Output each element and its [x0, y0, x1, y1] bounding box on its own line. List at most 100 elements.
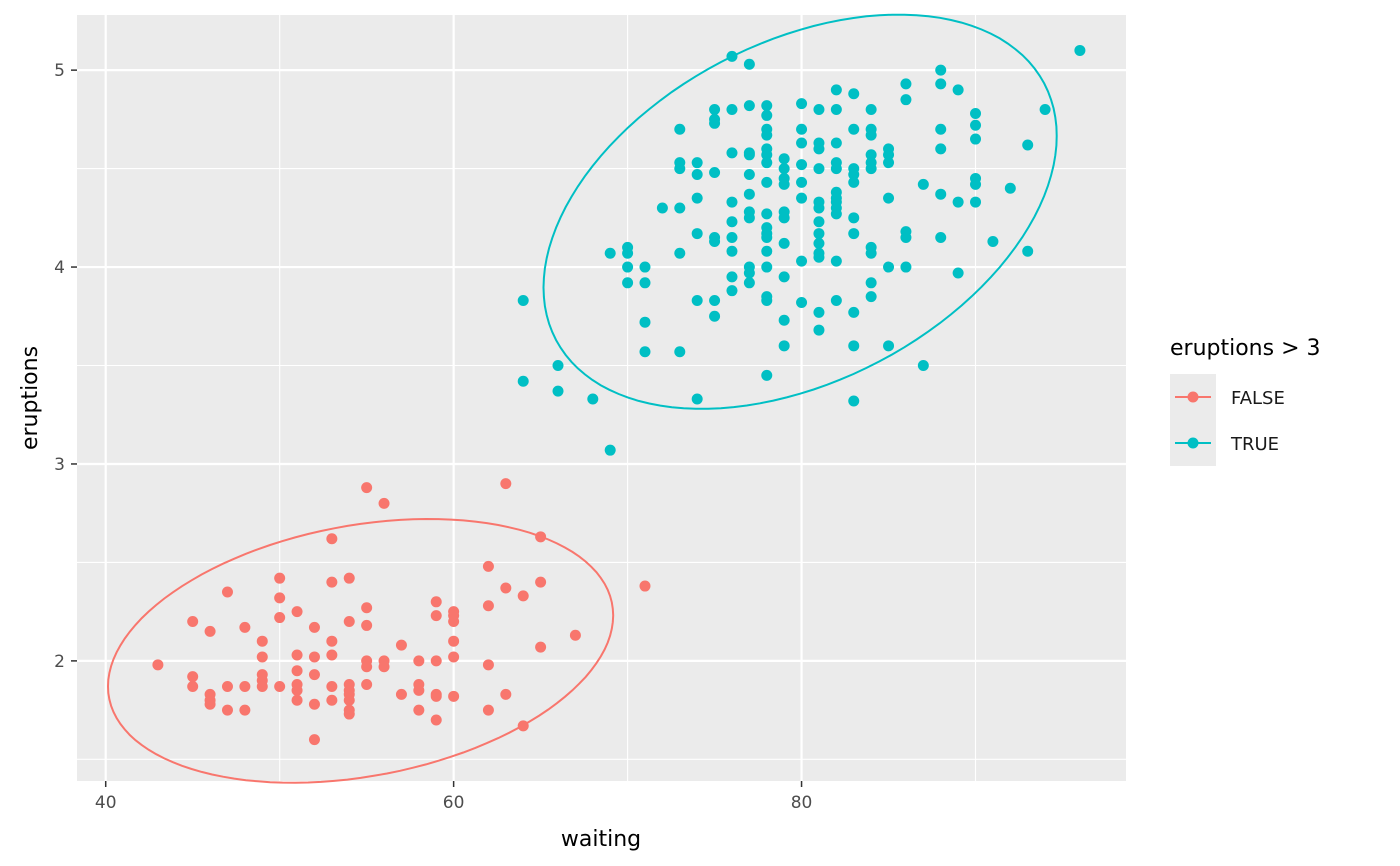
point-true — [743, 58, 755, 70]
point-true — [674, 346, 686, 358]
point-false — [500, 478, 512, 490]
ellipse-true — [542, 13, 1058, 410]
point-true — [761, 208, 773, 220]
point-true — [900, 232, 912, 244]
point-true — [709, 104, 721, 116]
point-true — [935, 188, 947, 200]
point-false — [482, 600, 494, 612]
point-true — [761, 369, 773, 381]
point-true — [848, 123, 860, 135]
point-false — [430, 690, 442, 702]
point-true — [726, 216, 738, 228]
point-true — [1022, 245, 1034, 257]
point-false — [535, 576, 547, 588]
point-true — [813, 163, 825, 175]
point-true — [883, 149, 895, 161]
point-true — [900, 94, 912, 106]
point-true — [761, 232, 773, 244]
legend-label-false: FALSE — [1231, 388, 1285, 409]
point-true — [709, 295, 721, 307]
point-false — [326, 635, 338, 647]
point-false — [274, 572, 286, 584]
point-false — [204, 625, 216, 637]
legend: eruptions > 3 FALSE TRUE — [1170, 336, 1321, 466]
point-true — [1074, 44, 1086, 56]
data-points — [152, 44, 1086, 746]
point-false — [430, 655, 442, 667]
point-false — [308, 651, 320, 663]
point-true — [935, 64, 947, 76]
point-true — [796, 192, 808, 204]
point-false — [187, 671, 199, 683]
point-true — [709, 167, 721, 179]
point-true — [726, 50, 738, 62]
point-true — [796, 98, 808, 110]
point-false — [448, 651, 460, 663]
point-true — [622, 247, 634, 259]
x-tick-label: 40 — [95, 793, 117, 813]
point-true — [848, 340, 860, 352]
point-false — [361, 679, 373, 691]
point-false — [395, 639, 407, 651]
point-false — [274, 592, 286, 604]
point-true — [813, 237, 825, 249]
point-true — [674, 247, 686, 259]
point-true — [622, 261, 634, 273]
point-true — [691, 228, 703, 240]
point-false — [326, 680, 338, 692]
point-true — [865, 291, 877, 303]
point-true — [517, 295, 529, 307]
point-false — [361, 619, 373, 631]
point-false — [308, 698, 320, 710]
point-true — [813, 143, 825, 155]
point-true — [778, 340, 790, 352]
y-tick-label: 5 — [54, 61, 65, 81]
point-false — [308, 669, 320, 681]
point-true — [830, 255, 842, 267]
point-false — [256, 635, 268, 647]
point-true — [865, 129, 877, 141]
point-false — [221, 704, 233, 716]
point-true — [830, 104, 842, 116]
point-true — [726, 285, 738, 297]
point-true — [778, 163, 790, 175]
point-true — [935, 143, 947, 155]
point-true — [709, 117, 721, 129]
confidence-ellipses — [106, 13, 1058, 784]
x-tick-label: 80 — [791, 793, 813, 813]
point-true — [917, 178, 929, 190]
point-false — [221, 586, 233, 598]
point-true — [691, 169, 703, 181]
point-true — [726, 245, 738, 257]
point-false — [291, 649, 303, 661]
point-true — [743, 277, 755, 289]
point-true — [726, 232, 738, 244]
point-true — [830, 163, 842, 175]
point-true — [743, 188, 755, 200]
point-true — [796, 159, 808, 171]
point-true — [691, 157, 703, 169]
point-true — [656, 202, 668, 214]
point-true — [848, 395, 860, 407]
point-false — [482, 704, 494, 716]
point-false — [239, 704, 251, 716]
point-true — [813, 324, 825, 336]
point-false — [413, 704, 425, 716]
point-false — [291, 606, 303, 618]
point-false — [274, 612, 286, 624]
point-true — [778, 271, 790, 283]
point-false — [326, 533, 338, 545]
point-false — [430, 610, 442, 622]
point-true — [761, 245, 773, 257]
point-true — [830, 295, 842, 307]
point-true — [796, 296, 808, 308]
point-true — [552, 385, 564, 397]
point-true — [778, 314, 790, 326]
point-true — [830, 137, 842, 149]
point-false — [448, 615, 460, 627]
point-true — [709, 235, 721, 247]
point-true — [726, 196, 738, 208]
point-false — [239, 680, 251, 692]
point-true — [726, 147, 738, 159]
